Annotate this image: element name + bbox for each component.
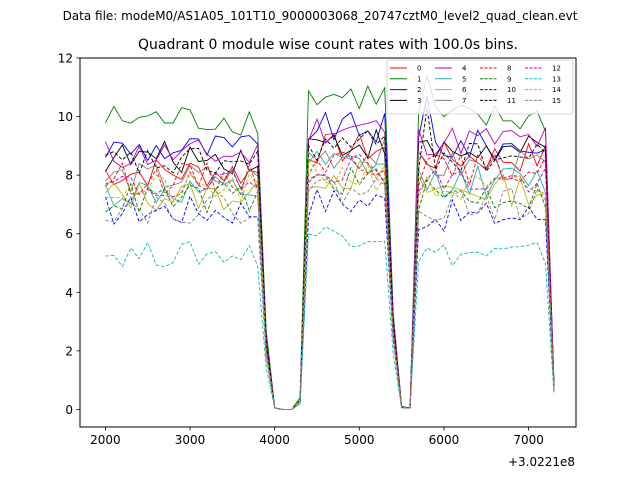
legend-label-12: 12 <box>552 65 561 73</box>
legend-label-0: 0 <box>417 65 421 73</box>
series-line-11 <box>105 107 555 410</box>
y-tick-label: 8 <box>65 169 73 183</box>
legend-label-7: 7 <box>462 97 466 105</box>
legend-label-14: 14 <box>552 86 561 94</box>
axes-frame <box>79 57 577 428</box>
series-line-9 <box>105 166 555 410</box>
series-line-1 <box>104 75 555 410</box>
y-tick-label: 10 <box>58 110 73 124</box>
legend-label-11: 11 <box>507 97 516 105</box>
legend-label-15: 15 <box>552 97 561 105</box>
series-line-13 <box>105 226 555 410</box>
chart-title: Quadrant 0 module wise count rates with … <box>138 37 518 53</box>
plot-layer <box>104 75 555 410</box>
legend-label-10: 10 <box>507 86 516 94</box>
y-tick-label: 6 <box>65 227 73 241</box>
series-line-15 <box>105 177 555 410</box>
y-tick-label: 4 <box>65 286 73 300</box>
series-line-14 <box>105 158 555 410</box>
series-line-2 <box>105 96 555 410</box>
legend-label-1: 1 <box>417 75 421 83</box>
x-offset-label: +3.0221e8 <box>508 455 575 469</box>
suptitle: Data file: modeM0/AS1A05_101T10_90000030… <box>63 9 578 23</box>
series-line-8 <box>105 151 555 410</box>
legend-label-4: 4 <box>462 65 467 73</box>
x-tick-label: 3000 <box>175 433 206 447</box>
series-line-4 <box>104 117 555 410</box>
legend-label-5: 5 <box>462 75 466 83</box>
y-tick-label: 0 <box>65 403 73 417</box>
y-tick-label: 2 <box>65 344 73 358</box>
x-tick-label: 2000 <box>90 433 121 447</box>
legend-label-13: 13 <box>552 75 561 83</box>
legend-label-8: 8 <box>507 65 511 73</box>
x-tick-label: 7000 <box>513 433 544 447</box>
series-line-12 <box>105 153 555 410</box>
x-tick-label: 4000 <box>259 433 290 447</box>
legend-label-6: 6 <box>462 86 467 94</box>
series-line-7 <box>105 138 555 410</box>
x-tick-label: 5000 <box>344 433 375 447</box>
legend-label-3: 3 <box>417 97 421 105</box>
legend-label-2: 2 <box>417 86 421 94</box>
legend-label-9: 9 <box>507 75 511 83</box>
x-tick-label: 6000 <box>429 433 460 447</box>
y-tick-label: 12 <box>58 52 73 66</box>
